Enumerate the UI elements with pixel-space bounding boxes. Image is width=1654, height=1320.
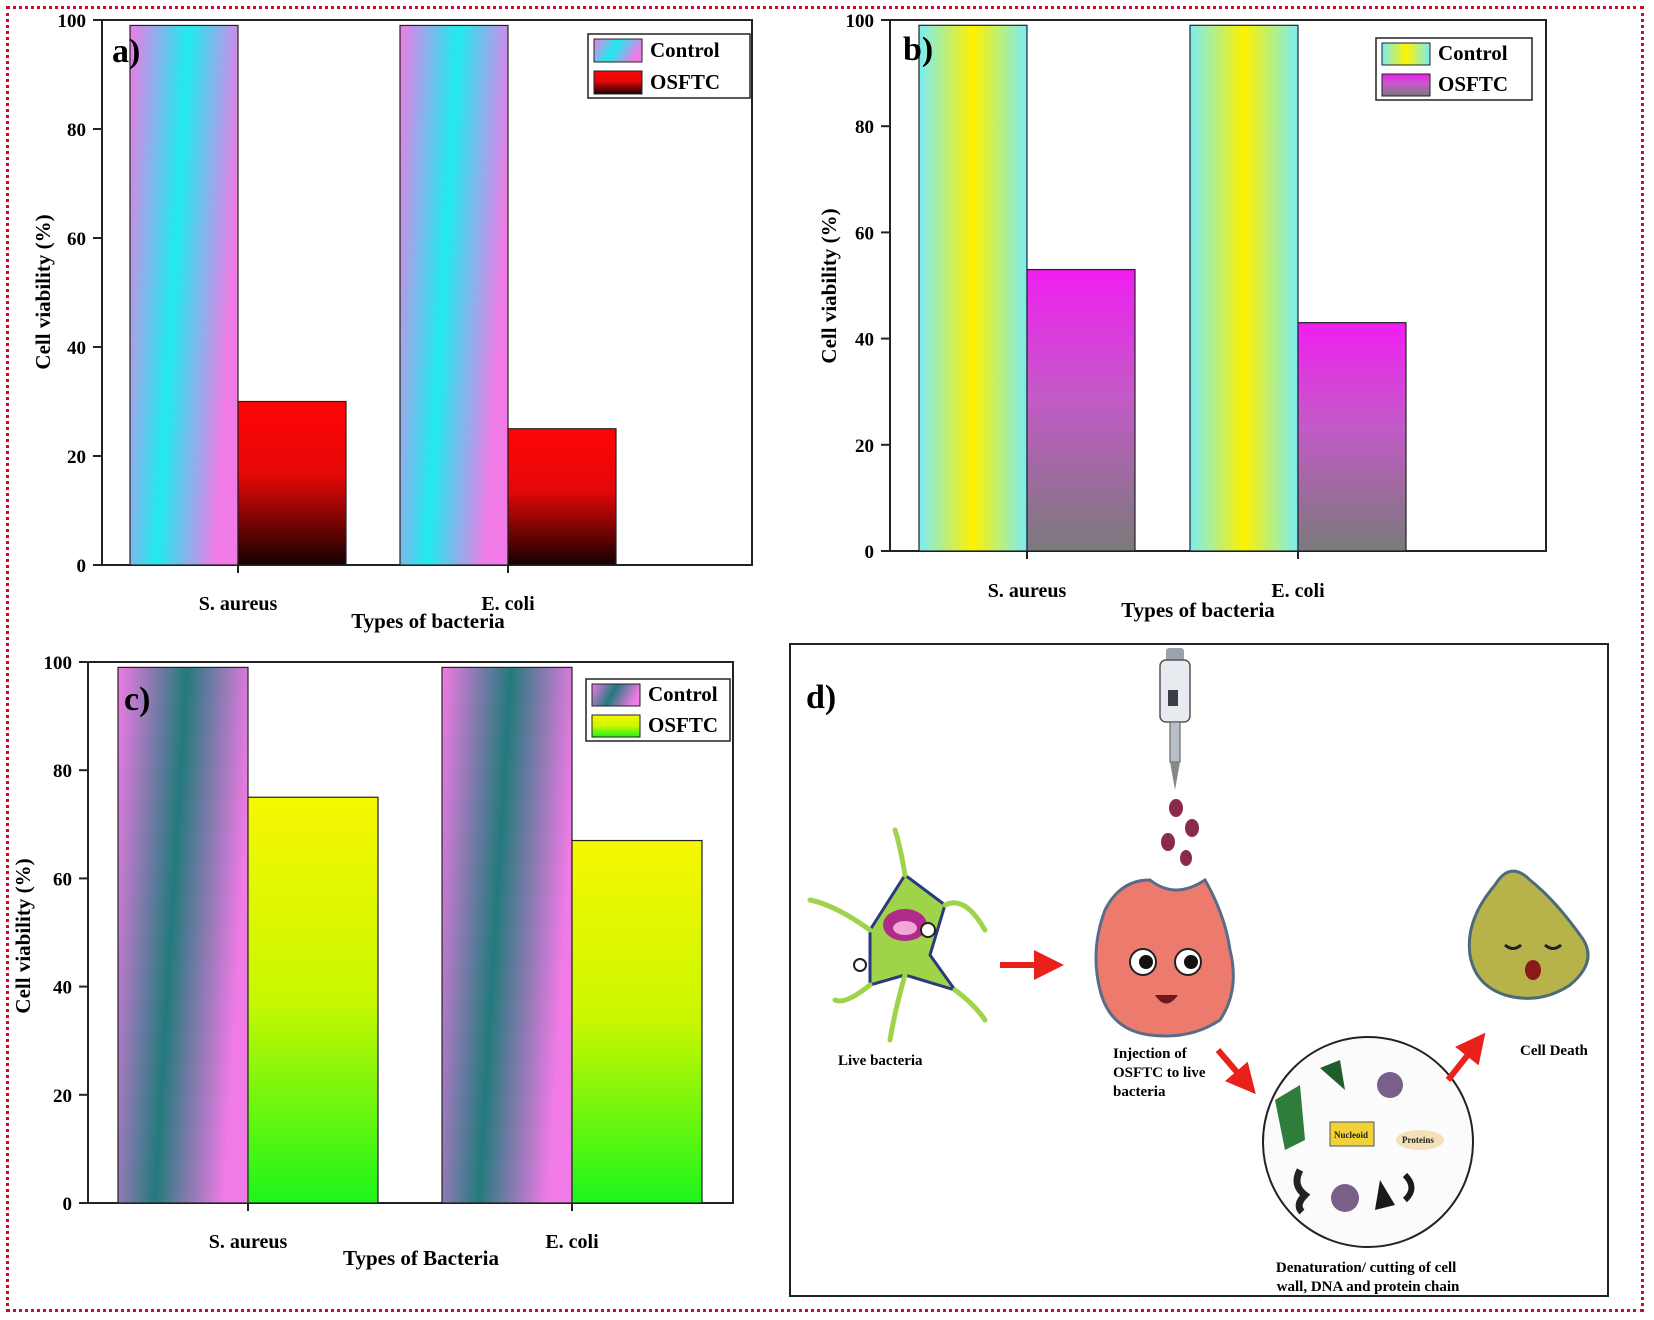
x-tick-label: E. coli xyxy=(1271,580,1325,602)
y-tick-label: 100 xyxy=(846,11,875,32)
bar-control-saureus xyxy=(918,24,1028,552)
y-tick-label: 0 xyxy=(63,1194,73,1215)
denaturation-inset: Nucleoid Proteins xyxy=(1262,1036,1474,1248)
legend-swatch-control xyxy=(1381,42,1431,66)
cell-death-label: Cell Death xyxy=(1520,1043,1589,1059)
y-tick-label: 40 xyxy=(855,330,874,351)
y-tick-label: 20 xyxy=(855,436,874,457)
bar-control-ecoli xyxy=(399,24,509,566)
panel-label: a) xyxy=(112,33,140,70)
panel-c-chart: 0 20 40 60 80 100 S. aureus E. coli Types of Bac… xyxy=(11,653,734,1270)
bar-control-saureus xyxy=(129,24,239,566)
y-tick-label: 60 xyxy=(67,229,86,250)
bar-osftc-saureus xyxy=(1026,268,1136,552)
osftc-droplets-icon xyxy=(1161,799,1199,866)
panel-d-label: d) xyxy=(806,679,836,716)
legend-label-osftc: OSFTC xyxy=(1438,72,1508,96)
denaturation-label: Denaturation/ cutting of cell wall, DNA … xyxy=(1276,1260,1460,1295)
y-tick-label: 0 xyxy=(865,542,875,563)
y-tick-label: 0 xyxy=(77,556,87,577)
x-axis-title: Types of bacteria xyxy=(351,609,505,633)
legend-label-control: Control xyxy=(648,682,718,706)
y-tick-label: 60 xyxy=(855,223,874,244)
bar-osftc-ecoli xyxy=(1297,322,1407,552)
legend-label-osftc: OSFTC xyxy=(648,713,718,737)
y-tick-label: 20 xyxy=(53,1086,72,1107)
pipette-icon xyxy=(1159,648,1191,790)
legend-label-osftc: OSFTC xyxy=(650,70,720,94)
y-tick-label: 80 xyxy=(855,117,874,138)
x-tick-label: S. aureus xyxy=(199,593,278,615)
live-bacteria-label: Live bacteria xyxy=(838,1053,923,1069)
y-tick-label: 80 xyxy=(53,761,72,782)
legend-swatch-control xyxy=(591,683,641,707)
y-axis-title: Cell viability (%) xyxy=(817,208,841,363)
panel-d-scheme: d) Live bacteria xyxy=(789,643,1609,1297)
legend-label-control: Control xyxy=(1438,41,1508,65)
bar-control-ecoli xyxy=(1189,24,1299,552)
x-tick-label: S. aureus xyxy=(209,1231,288,1253)
bar-control-saureus xyxy=(117,666,249,1204)
legend-swatch-osftc xyxy=(1381,73,1431,97)
panel-label: c) xyxy=(124,681,150,718)
x-axis-title: Types of Bacteria xyxy=(343,1246,499,1270)
figure-border xyxy=(6,6,1644,1312)
x-tick-label: E. coli xyxy=(481,593,535,615)
y-tick-label: 40 xyxy=(53,978,72,999)
y-axis-title: Cell viability (%) xyxy=(11,858,35,1013)
legend-swatch-osftc xyxy=(591,714,641,738)
legend-swatch-control xyxy=(593,38,643,63)
nucleoid-label: Nucleoid xyxy=(1334,1130,1368,1140)
treated-bacteria-icon xyxy=(1094,877,1235,1038)
bar-osftc-saureus xyxy=(237,400,347,566)
y-axis-title: Cell viability (%) xyxy=(31,214,55,369)
x-tick-label: S. aureus xyxy=(988,580,1067,602)
dead-bacteria-icon xyxy=(1467,869,1590,1000)
legend-swatch-osftc xyxy=(593,70,643,95)
arrow-injection-to-denaturation xyxy=(1215,1048,1256,1095)
legend-label-control: Control xyxy=(650,38,720,62)
plot-frame xyxy=(87,661,734,1204)
y-tick-label: 100 xyxy=(44,653,73,674)
live-bacteria-icon xyxy=(807,827,988,1043)
bar-osftc-ecoli xyxy=(507,428,617,566)
proteins-label: Proteins xyxy=(1402,1135,1434,1145)
y-tick-label: 80 xyxy=(67,120,86,141)
y-tick-label: 60 xyxy=(53,869,72,890)
y-tick-label: 40 xyxy=(67,338,86,359)
y-tick-label: 100 xyxy=(58,11,87,32)
x-tick-label: E. coli xyxy=(545,1231,599,1253)
panel-label: b) xyxy=(903,31,933,68)
injection-label: Injection of OSFTC to live bacteria xyxy=(1113,1046,1209,1100)
x-axis-title: Types of bacteria xyxy=(1121,598,1275,622)
bar-osftc-ecoli xyxy=(571,839,703,1204)
bar-control-ecoli xyxy=(441,666,573,1204)
arrow-denaturation-to-death xyxy=(1445,1032,1486,1082)
bar-osftc-saureus xyxy=(247,796,379,1204)
y-tick-label: 20 xyxy=(67,447,86,468)
